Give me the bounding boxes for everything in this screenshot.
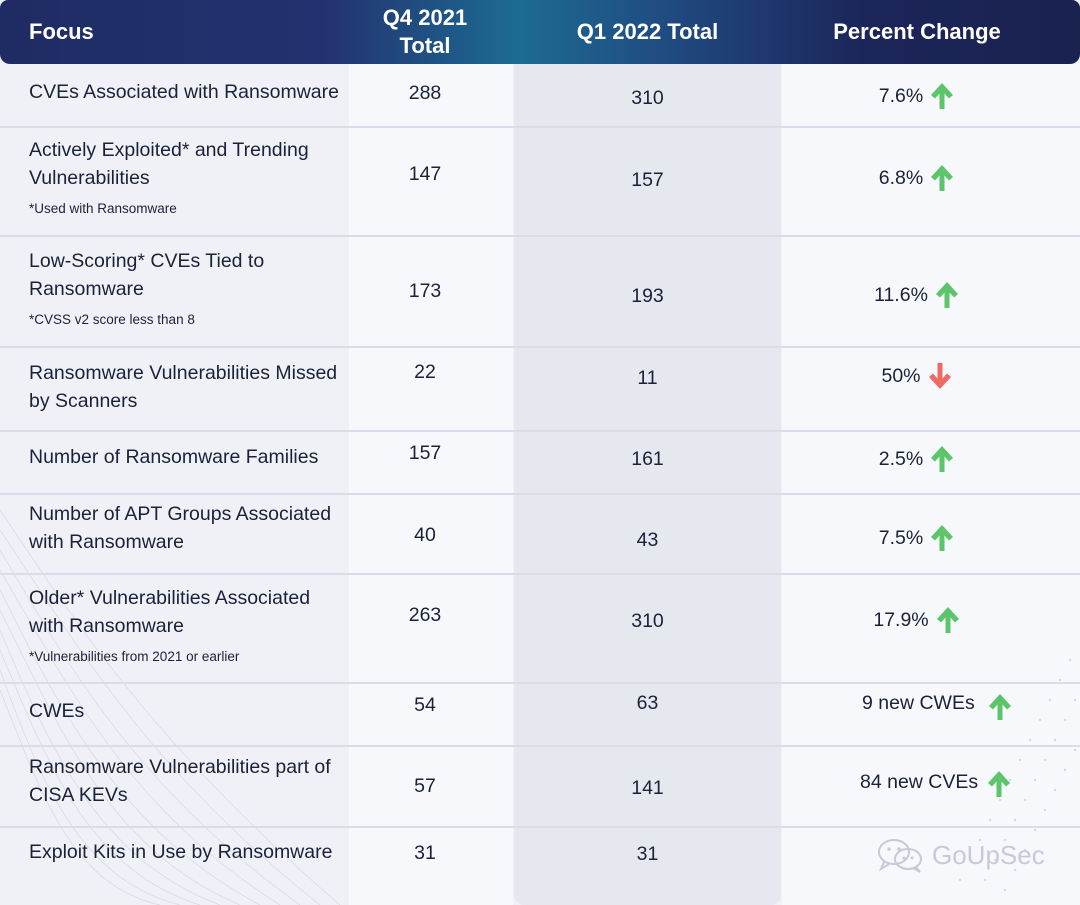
row-2-focus-note: *Used with Ransomware — [29, 201, 177, 216]
row-7-focus: Older* Vulnerabilities Associated with R… — [29, 584, 349, 666]
row-4-change-value: 50% — [881, 364, 921, 387]
row-divider — [0, 573, 1080, 575]
row-7-q4: 263 — [408, 604, 442, 626]
table-header: Focus Q4 2021 Total Q1 2022 Total Percen… — [0, 0, 1080, 64]
row-2-q4: 147 — [408, 163, 442, 185]
row-divider — [0, 745, 1080, 747]
row-divider — [0, 682, 1080, 684]
row-divider — [0, 430, 1080, 432]
row-8-change-value: 9 new CWEs — [862, 691, 975, 714]
row-5-change: 2.5% — [782, 443, 1052, 475]
row-3-q4: 173 — [408, 280, 442, 302]
row-8-q1: 63 — [636, 692, 659, 714]
percent-column-bg — [782, 64, 1080, 905]
row-6-change: 7.5% — [782, 522, 1052, 554]
row-9-change: 84 new CVEs — [860, 765, 1030, 799]
row-9-q4: 57 — [414, 775, 436, 797]
header-focus: Focus — [29, 19, 94, 44]
row-5-q1: 161 — [631, 448, 664, 470]
row-5-change-value: 2.5% — [878, 447, 924, 470]
row-6-change-value: 7.5% — [878, 526, 924, 549]
row-8-focus: CWEs — [29, 700, 85, 722]
row-7-focus-note: *Vulnerabilities from 2021 or earlier — [29, 649, 240, 664]
row-divider — [0, 346, 1080, 348]
header-q4-2021: Q4 2021 Total — [349, 0, 501, 64]
row-10-focus: Exploit Kits in Use by Ransomware — [29, 841, 333, 863]
row-3-focus-note: *CVSS v2 score less than 8 — [29, 312, 195, 327]
arrow-up-icon — [988, 771, 1011, 797]
row-2-focus-label: Actively Exploited* and Trending Vulnera… — [29, 139, 309, 189]
row-9-q1: 141 — [631, 777, 664, 799]
watermark: GoUpSec — [876, 837, 1045, 873]
row-7-q1: 310 — [631, 610, 664, 632]
arrow-up-icon — [935, 282, 958, 308]
row-6-q1: 43 — [636, 529, 659, 551]
row-9-focus: Ransomware Vulnerabilities part of CISA … — [29, 756, 331, 806]
header-q4-line1: Q4 2021 — [382, 5, 468, 30]
arrow-up-icon — [931, 525, 954, 551]
row-1-change: 7.6% — [782, 80, 1052, 112]
row-4-change: 50% — [782, 360, 1052, 392]
row-4-q1: 11 — [637, 367, 658, 389]
header-q4-line2: Total — [399, 33, 451, 58]
row-1-q1: 310 — [631, 87, 664, 109]
arrow-up-icon — [988, 694, 1011, 720]
row-6-focus: Number of APT Groups Associated with Ran… — [29, 503, 332, 553]
row-3-focus: Low-Scoring* CVEs Tied to Ransomware *CV… — [29, 247, 349, 329]
arrow-up-icon — [931, 165, 954, 191]
row-1-focus: CVEs Associated with Ransomware — [29, 81, 339, 103]
header-percent-change: Percent Change — [833, 19, 1001, 44]
row-8-change: 9 new CWEs — [862, 686, 1022, 720]
row-3-focus-label: Low-Scoring* CVEs Tied to Ransomware — [29, 250, 265, 300]
row-10-q1: 31 — [636, 843, 659, 865]
q1-column-bg — [514, 64, 781, 905]
row-7-change-value: 17.9% — [873, 608, 929, 631]
row-7-focus-label: Older* Vulnerabilities Associated with R… — [29, 587, 311, 637]
q4-column-bg — [349, 64, 513, 905]
row-1-change-value: 7.6% — [878, 84, 924, 107]
row-8-q4: 54 — [414, 694, 436, 716]
row-6-q4: 40 — [414, 524, 436, 546]
row-divider — [0, 235, 1080, 237]
row-4-focus: Ransomware Vulnerabilities Missed by Sca… — [29, 362, 338, 412]
watermark-text: GoUpSec — [932, 839, 1045, 870]
row-2-change: 6.8% — [782, 162, 1052, 194]
row-5-q4: 157 — [408, 442, 442, 464]
arrow-up-icon — [931, 83, 954, 109]
row-2-q1: 157 — [631, 169, 664, 191]
arrow-down-icon — [928, 363, 951, 389]
row-9-change-value: 84 new CVEs — [860, 770, 979, 793]
row-3-q1: 193 — [631, 285, 664, 307]
row-2-change-value: 6.8% — [878, 166, 924, 189]
row-7-change: 17.9% — [782, 604, 1052, 636]
arrow-up-icon — [931, 446, 954, 472]
header-q1-2022: Q1 2022 Total — [576, 19, 719, 44]
row-1-q4: 288 — [408, 82, 442, 104]
row-5-focus: Number of Ransomware Families — [29, 446, 319, 468]
arrow-up-icon — [936, 607, 959, 633]
wechat-icon — [878, 839, 922, 873]
row-3-change: 11.6% — [782, 279, 1052, 311]
row-3-change-value: 11.6% — [874, 283, 928, 306]
row-2-focus: Actively Exploited* and Trending Vulnera… — [29, 136, 349, 218]
row-4-q4: 22 — [414, 361, 436, 383]
row-10-q4: 31 — [414, 842, 436, 864]
row-divider — [0, 493, 1080, 495]
row-divider — [0, 826, 1080, 828]
row-divider — [0, 126, 1080, 128]
